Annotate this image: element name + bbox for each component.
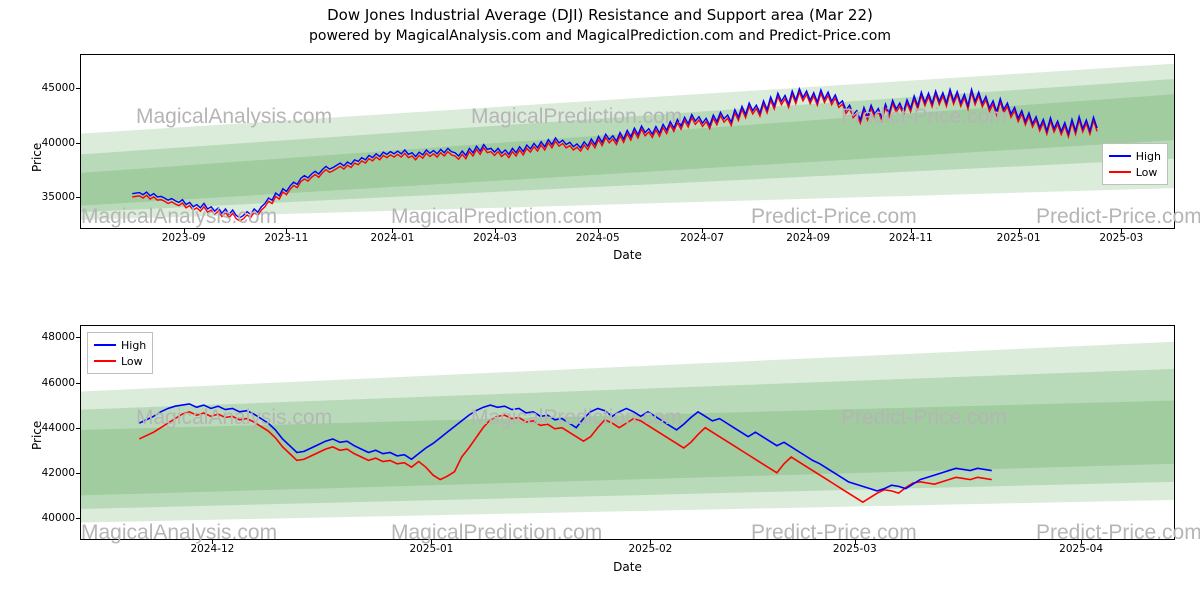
ytick-label: 45000 [42,82,81,94]
legend-item-low: Low [94,353,146,369]
legend-label: High [121,339,146,352]
legend-label: Low [121,355,143,368]
legend-item-high: High [94,337,146,353]
ytick-label: 40000 [42,512,81,524]
watermark-text: MagicalAnalysis.com [136,105,332,129]
xtick-label: 2025-01 [409,539,453,555]
xtick-label: 2024-05 [576,228,620,244]
legend-swatch [1109,171,1131,173]
watermark-text: MagicalPrediction.com [471,406,682,430]
legend-label: Low [1136,166,1158,179]
chart-panel-top: MagicalAnalysis.com MagicalPrediction.com… [80,54,1175,229]
watermark-text: MagicalAnalysis.com [136,406,332,430]
xtick-label: 2025-02 [628,539,672,555]
ytick-label: 42000 [42,467,81,479]
watermark-text: Predict-Price.com [751,205,917,229]
watermark-text: MagicalAnalysis.com [81,205,277,229]
legend-top: High Low [1102,143,1168,185]
watermark-text: MagicalPrediction.com [391,205,602,229]
watermark-text: Predict-Price.com [1036,205,1200,229]
ytick-label: 44000 [42,422,81,434]
watermark-text: MagicalPrediction.com [471,105,682,129]
ytick-label: 48000 [42,331,81,343]
xtick-label: 2024-12 [190,539,234,555]
ytick-label: 46000 [42,377,81,389]
xtick-label: 2024-01 [370,228,414,244]
xtick-label: 2024-03 [473,228,517,244]
legend-item-low: Low [1109,164,1161,180]
watermark-text: Predict-Price.com [841,105,1007,129]
chart-svg-top [81,55,1174,230]
xtick-label: 2025-01 [997,228,1041,244]
xtick-label: 2025-03 [1099,228,1143,244]
ytick-label: 40000 [42,137,81,149]
legend-bottom: High Low [87,332,153,374]
chart-subtitle: powered by MagicalAnalysis.com and Magic… [0,28,1200,44]
xlabel-bottom: Date [80,560,1175,574]
xtick-label: 2023-09 [162,228,206,244]
xlabel-top: Date [80,248,1175,262]
legend-swatch [94,360,116,362]
chart-panel-bottom: MagicalAnalysis.com MagicalPrediction.com… [80,325,1175,540]
chart-svg-bottom [81,326,1174,541]
xtick-label: 2024-09 [786,228,830,244]
chart-title: Dow Jones Industrial Average (DJI) Resis… [0,6,1200,24]
legend-swatch [1109,155,1131,157]
watermark-text: MagicalAnalysis.com [81,521,277,545]
xtick-label: 2023-11 [264,228,308,244]
xtick-label: 2025-03 [833,539,877,555]
ytick-label: 35000 [42,191,81,203]
xtick-label: 2024-11 [889,228,933,244]
legend-label: High [1136,150,1161,163]
watermark-text: Predict-Price.com [841,406,1007,430]
legend-swatch [94,344,116,346]
legend-item-high: High [1109,148,1161,164]
xtick-label: 2025-04 [1059,539,1103,555]
xtick-label: 2024-07 [680,228,724,244]
